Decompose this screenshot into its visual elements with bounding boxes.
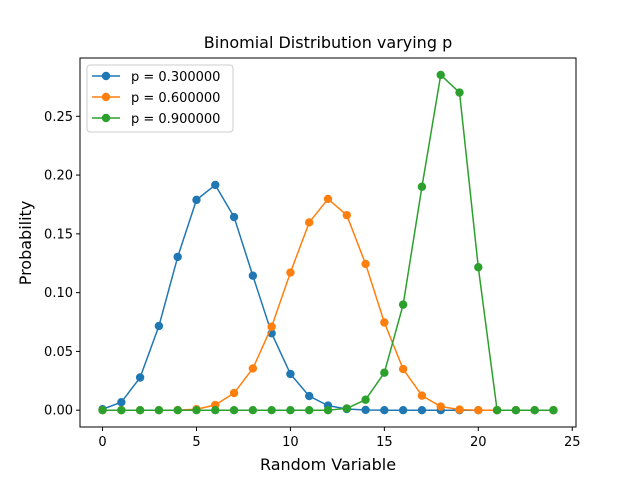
data-point (549, 405, 558, 415)
y-tick-label: 0.10 (44, 286, 73, 301)
x-tick-label: 25 (564, 435, 581, 450)
data-point (135, 373, 145, 382)
y-tick-label: 0.25 (44, 110, 73, 125)
x-tick-label: 10 (282, 435, 299, 450)
data-point (455, 88, 464, 97)
data-point (380, 318, 389, 327)
y-tick-label: 0.15 (44, 227, 73, 242)
legend-marker (101, 92, 111, 102)
legend-item: p = 0.900000 (92, 112, 220, 127)
data-point (361, 259, 370, 269)
x-tick-label: 5 (192, 435, 200, 450)
series-3 (98, 70, 558, 415)
plot-frame (79, 57, 577, 428)
data-point (398, 405, 408, 415)
legend-item: p = 0.300000 (92, 70, 220, 85)
data-point (436, 402, 445, 411)
data-point (380, 368, 389, 377)
data-point (342, 404, 351, 413)
data-point (417, 182, 427, 191)
data-point (417, 391, 427, 400)
data-point (117, 405, 126, 415)
data-point (361, 395, 370, 404)
data-point (229, 405, 239, 415)
data-point (380, 405, 389, 415)
legend-label: p = 0.300000 (131, 70, 220, 85)
data-point (492, 405, 502, 415)
data-point (455, 405, 464, 414)
data-point (474, 263, 483, 272)
data-point (173, 405, 182, 415)
data-point (267, 322, 276, 331)
data-point (211, 405, 220, 415)
legend-label: p = 0.900000 (131, 112, 220, 127)
data-point (361, 405, 370, 415)
data-point (248, 405, 258, 415)
x-tick-label: 0 (98, 435, 106, 450)
data-point (192, 405, 201, 415)
x-tick-label: 20 (470, 435, 487, 450)
legend-label: p = 0.600000 (131, 91, 220, 106)
chart-title: Binomial Distribution varying p (204, 33, 452, 52)
data-point (286, 268, 295, 277)
data-point (530, 405, 539, 415)
y-tick-label: 0.20 (44, 169, 73, 184)
data-point (248, 364, 258, 373)
y-tick-label: 0.05 (44, 345, 73, 360)
data-point (211, 180, 220, 190)
data-point (192, 195, 201, 205)
data-point (511, 405, 521, 415)
data-point (305, 391, 314, 401)
y-axis-label: Probability (16, 201, 35, 286)
legend-item: p = 0.600000 (92, 91, 220, 106)
ticks-layer: 0 5 10 15 20 25 0.00 0.05 0.10 0.15 0.20 0.25 (44, 110, 580, 450)
data-point (323, 194, 333, 204)
data-point (154, 321, 164, 331)
data-point (474, 405, 483, 415)
x-axis-label: Random Variable (260, 455, 396, 474)
data-point (154, 405, 164, 415)
data-point (229, 388, 239, 398)
legend-box (86, 64, 234, 133)
x-tick-label: 15 (376, 435, 393, 450)
data-point (398, 300, 408, 309)
data-point (135, 405, 145, 415)
series-layer (98, 70, 558, 415)
data-point (398, 364, 408, 374)
data-point (267, 405, 276, 415)
data-point (229, 212, 239, 222)
legend-marker (101, 71, 111, 81)
legend: p = 0.300000 p = 0.600000 p = 0.900000 (86, 64, 234, 133)
y-tick-label: 0.00 (44, 404, 73, 419)
data-point (286, 405, 295, 415)
data-point (286, 369, 295, 379)
data-point (342, 210, 351, 220)
data-point (173, 252, 182, 262)
data-point (117, 397, 126, 407)
data-point (98, 405, 107, 415)
data-point (323, 405, 333, 415)
data-point (417, 405, 427, 415)
data-point (305, 218, 314, 227)
data-point (248, 271, 258, 280)
legend-marker (101, 113, 111, 123)
data-point (436, 70, 445, 80)
data-point (305, 405, 314, 415)
